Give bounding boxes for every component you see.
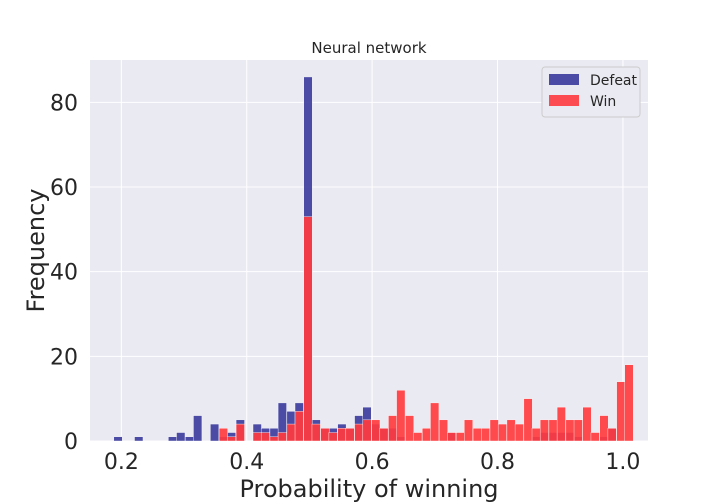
legend-swatch	[549, 95, 579, 106]
histogram-bar	[294, 411, 304, 442]
legend-label: Defeat	[590, 73, 638, 89]
histogram-bar	[489, 419, 499, 442]
histogram-bar	[464, 419, 473, 442]
histogram-bar	[277, 432, 287, 442]
histogram-bar	[269, 436, 279, 442]
histogram-bar	[607, 428, 617, 442]
histogram-bar	[523, 398, 533, 442]
histogram-bar	[388, 415, 398, 442]
x-tick-labels: 0.2 0.4 0.6 0.8 1.0	[104, 450, 641, 475]
histogram-bar	[260, 432, 270, 442]
y-tick-label: 80	[50, 91, 78, 116]
plot-background	[90, 60, 648, 441]
histogram-bar	[413, 432, 423, 442]
histogram-bar	[506, 419, 516, 442]
histogram-bar	[371, 419, 381, 442]
histogram-bar	[624, 364, 634, 442]
histogram-bars	[113, 76, 634, 442]
histogram-bar	[548, 419, 558, 442]
histogram-bar	[311, 423, 321, 442]
x-tick-label: 1.0	[605, 450, 640, 475]
histogram-bar	[328, 432, 338, 442]
histogram-bar	[439, 419, 448, 442]
histogram-bar	[422, 428, 431, 442]
histogram-bar	[303, 216, 313, 442]
x-tick-label: 0.2	[104, 450, 139, 475]
histogram-bar	[396, 390, 406, 442]
histogram-bar	[472, 428, 482, 442]
histogram-bar	[218, 428, 228, 442]
histogram-bar	[354, 423, 364, 442]
histogram-bar	[481, 428, 490, 442]
x-tick-label: 0.4	[229, 450, 264, 475]
histogram-bar	[539, 419, 549, 442]
histogram-bar	[113, 436, 123, 442]
histogram-bar	[168, 436, 178, 442]
histogram-bar	[616, 381, 626, 442]
histogram-bar	[337, 428, 347, 442]
histogram-bar	[447, 432, 457, 442]
histogram-bar	[590, 432, 600, 442]
histogram-bar	[252, 432, 262, 442]
histogram-bar	[455, 432, 465, 442]
y-axis-label: Frequency	[22, 189, 50, 313]
histogram-bar	[227, 436, 236, 442]
histogram-bar	[362, 419, 372, 442]
x-tick-label: 0.8	[480, 450, 515, 475]
histogram-bar	[210, 423, 220, 442]
y-tick-labels: 0 20 40 60 80	[50, 91, 78, 455]
histogram-bar	[379, 428, 389, 442]
histogram-bar	[345, 428, 355, 442]
histogram-bar	[405, 415, 415, 442]
histogram-bar	[185, 436, 194, 442]
y-tick-label: 0	[64, 430, 78, 455]
histogram-bar	[599, 415, 609, 442]
y-tick-label: 40	[50, 261, 78, 286]
x-tick-label: 0.6	[355, 450, 390, 475]
legend-label: Win	[590, 94, 616, 110]
histogram-bar	[176, 432, 186, 442]
histogram-bar	[514, 423, 524, 442]
histogram-bar	[573, 419, 583, 442]
series-win	[218, 216, 634, 442]
chart-title: Neural network	[311, 39, 426, 57]
y-tick-label: 60	[50, 176, 78, 201]
histogram-bar	[565, 419, 575, 442]
histogram-bar	[497, 423, 507, 442]
y-tick-label: 20	[50, 345, 78, 370]
histogram-bar	[286, 423, 296, 442]
legend: Defeat Win	[541, 66, 641, 118]
histogram-bar	[556, 406, 566, 442]
legend-swatch	[549, 74, 579, 85]
histogram-bar	[430, 402, 440, 442]
x-axis-label: Probability of winning	[239, 475, 498, 503]
histogram-bar	[582, 406, 592, 442]
histogram-bar	[531, 428, 541, 442]
histogram-bar	[134, 436, 144, 442]
histogram-bar	[193, 415, 203, 442]
histogram-bar	[320, 428, 330, 442]
histogram-bar	[235, 423, 245, 442]
